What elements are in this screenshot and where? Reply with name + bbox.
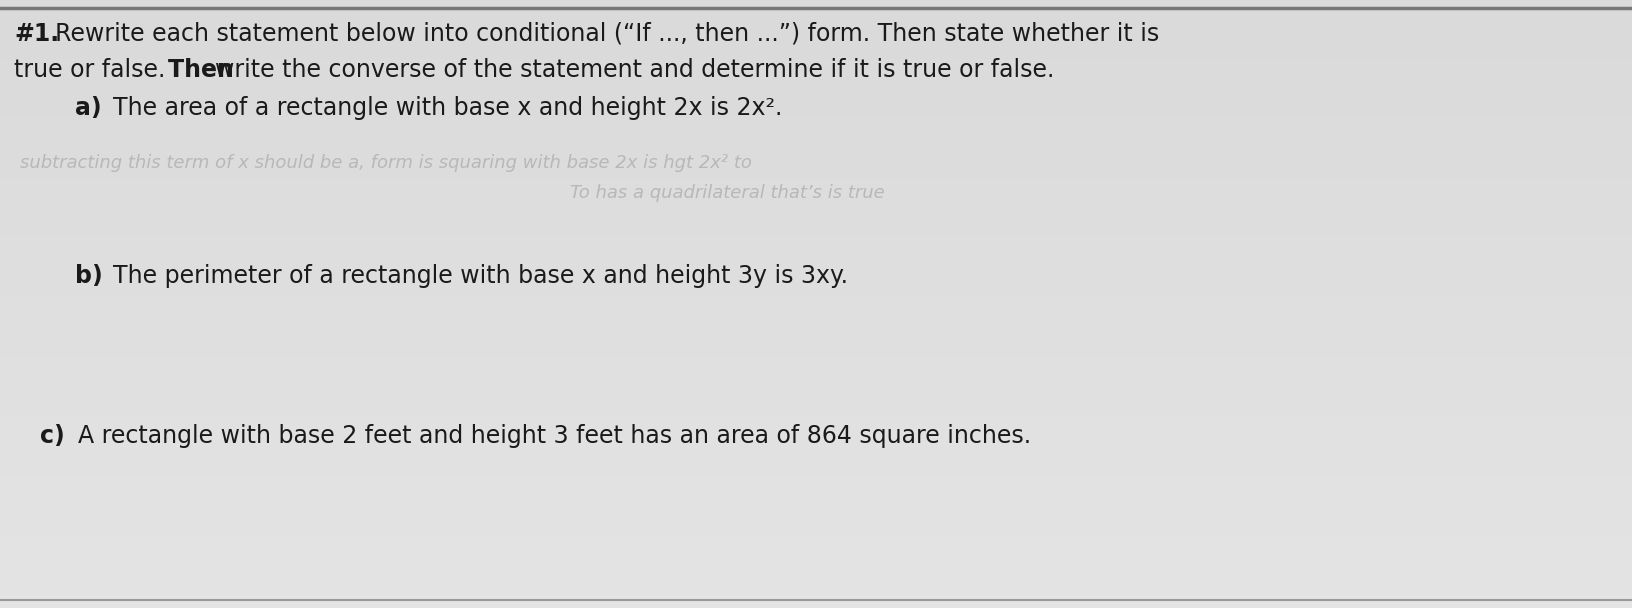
Text: subtracting this term of x should be a, form is squaring with base 2x is hgt 2x²: subtracting this term of x should be a, … xyxy=(21,154,752,172)
Text: true or false.: true or false. xyxy=(15,58,173,82)
Text: a): a) xyxy=(75,96,103,120)
Text: A rectangle with base 2 feet and height 3 feet has an area of 864 square inches.: A rectangle with base 2 feet and height … xyxy=(78,424,1031,448)
Text: write the converse of the statement and determine if it is true or false.: write the converse of the statement and … xyxy=(215,58,1054,82)
Text: To has a quadrilateral that’s is true: To has a quadrilateral that’s is true xyxy=(570,184,885,202)
Text: #1.: #1. xyxy=(15,22,60,46)
Text: The area of a rectangle with base x and height 2x is 2x².: The area of a rectangle with base x and … xyxy=(114,96,782,120)
Text: Then: Then xyxy=(168,58,243,82)
Text: b): b) xyxy=(75,264,103,288)
Text: Rewrite each statement below into conditional (“If ..., then ...”) form. Then st: Rewrite each statement below into condit… xyxy=(55,22,1159,46)
Text: c): c) xyxy=(41,424,65,448)
Text: The perimeter of a rectangle with base x and height 3y is 3xy.: The perimeter of a rectangle with base x… xyxy=(114,264,849,288)
